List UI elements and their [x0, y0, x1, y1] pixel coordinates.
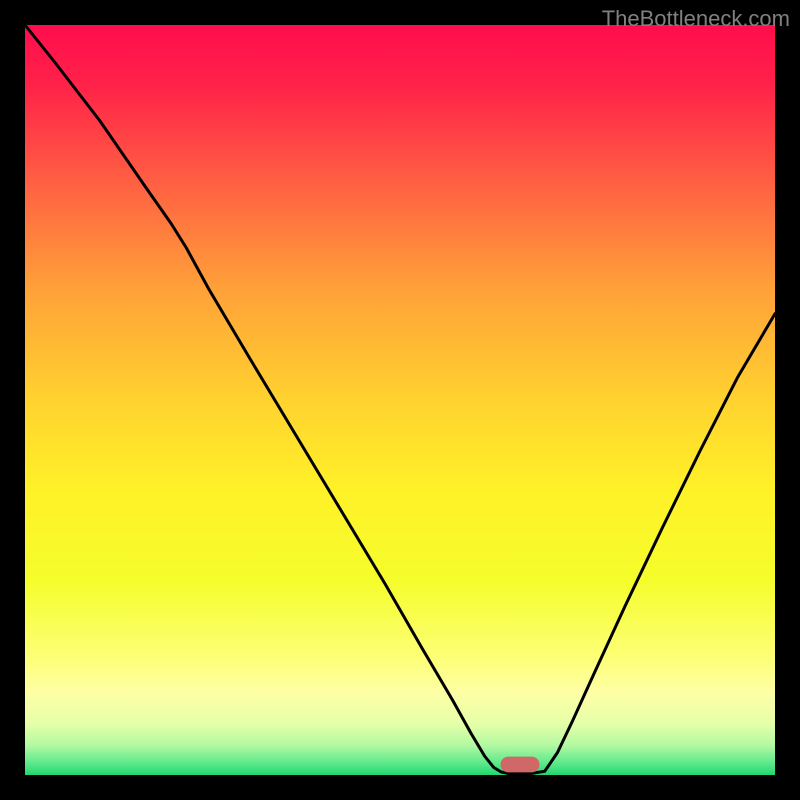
watermark-text: TheBottleneck.com: [602, 6, 790, 32]
chart-svg: [0, 0, 800, 800]
optimal-marker: [501, 757, 540, 773]
plot-background: [25, 25, 775, 775]
bottleneck-chart: TheBottleneck.com: [0, 0, 800, 800]
